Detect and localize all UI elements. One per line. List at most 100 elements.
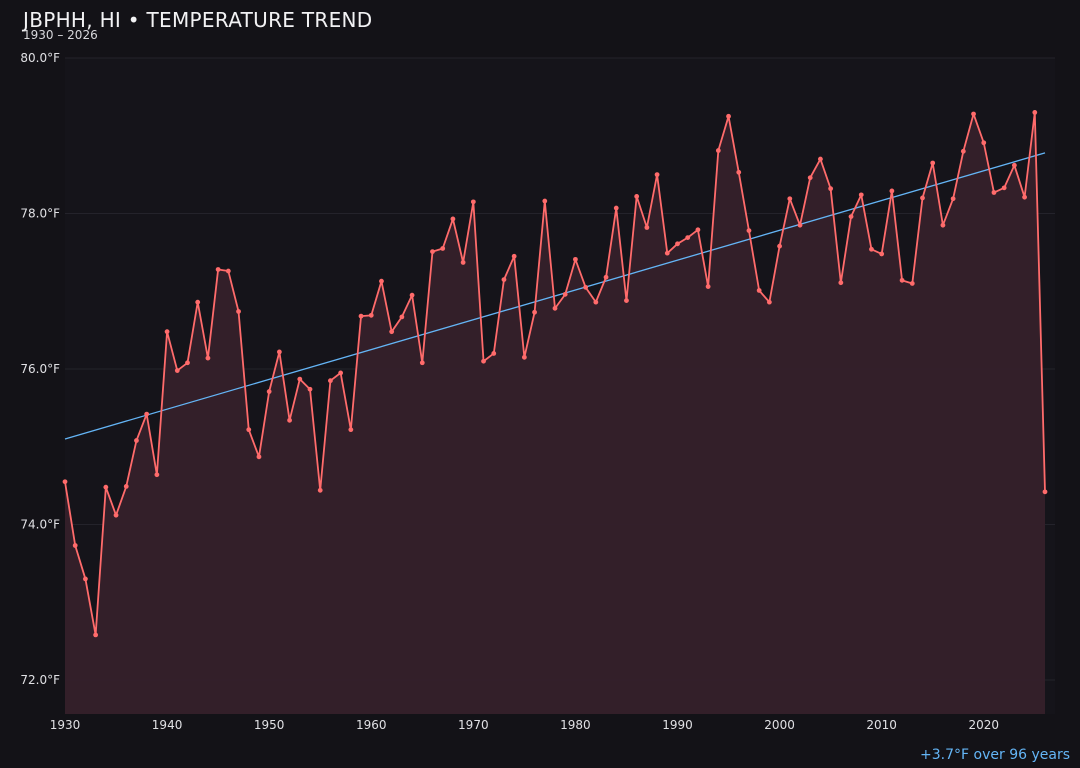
data-point-1931 [72, 543, 78, 548]
trend-annotation: +3.7°F over 96 years [920, 747, 1070, 763]
data-point-2025 [1032, 110, 1038, 115]
data-point-2026 [1042, 489, 1048, 495]
data-point-1939 [154, 472, 160, 478]
data-point-1980 [573, 256, 578, 262]
data-point-1935 [113, 512, 119, 518]
x-tick-label-5: 1980 [560, 718, 591, 732]
data-point-1955 [317, 487, 323, 493]
data-point-2022 [1001, 185, 1007, 191]
data-point-1990 [675, 241, 680, 247]
data-point-1974 [511, 253, 517, 259]
y-tick-label-4: 80.0°F [20, 51, 60, 65]
data-point-1958 [348, 427, 354, 433]
trend-line [64, 152, 1046, 440]
data-point-1981 [583, 284, 589, 290]
data-point-1947 [236, 309, 241, 314]
data-point-1959 [358, 313, 364, 319]
data-point-1998 [756, 288, 762, 293]
data-point-1987 [644, 225, 650, 230]
data-point-1951 [276, 349, 282, 355]
data-point-1989 [664, 250, 670, 256]
data-points [62, 110, 1048, 638]
data-point-1970 [470, 199, 476, 205]
data-point-1965 [419, 360, 425, 366]
x-tick-label-8: 2010 [866, 718, 897, 732]
data-point-1945 [215, 267, 221, 272]
data-point-1940 [164, 329, 170, 335]
data-point-2016 [940, 222, 946, 228]
data-point-1994 [715, 148, 721, 153]
data-point-2014 [920, 195, 925, 201]
data-point-1942 [185, 360, 190, 366]
x-axis-ticks: 1930 1940 1950 1960 1970 1980 1990 2000 2010 2020 [50, 718, 999, 732]
data-point-1952 [287, 417, 292, 423]
chart-title: JBPHH, HI • TEMPERATURE TREND [23, 8, 373, 32]
y-tick-label-2: 76.0°F [20, 362, 60, 376]
y-tick-label-0: 72.0°F [20, 673, 60, 687]
trend-line-layer [64, 152, 1046, 440]
data-point-1972 [491, 351, 497, 356]
data-point-1969 [460, 260, 466, 265]
data-point-2006 [838, 280, 844, 286]
data-point-2020 [981, 140, 987, 146]
data-point-1930 [62, 479, 68, 485]
data-point-1937 [134, 438, 139, 443]
data-point-1979 [562, 291, 568, 297]
data-point-1943 [195, 299, 201, 305]
y-axis-ticks: 72.0°F 74.0°F 76.0°F 78.0°F 80.0°F [20, 51, 60, 687]
area-fill-layer [65, 112, 1045, 715]
data-point-2017 [950, 196, 956, 202]
data-point-1960 [368, 312, 374, 318]
data-point-1944 [205, 355, 211, 361]
data-point-1993 [705, 284, 711, 289]
data-point-1996 [736, 169, 742, 175]
data-point-2007 [848, 214, 854, 220]
x-tick-label-7: 2000 [764, 718, 795, 732]
data-point-1985 [624, 298, 629, 303]
data-point-2002 [797, 222, 803, 228]
data-point-2004 [818, 156, 823, 162]
data-point-1961 [379, 278, 384, 284]
data-point-1978 [552, 305, 558, 311]
data-point-1964 [409, 292, 415, 298]
x-tick-label-2: 1950 [254, 718, 285, 732]
data-point-2010 [879, 251, 885, 257]
chart-subtitle: 1930 – 2026 [23, 28, 98, 42]
data-point-1975 [521, 354, 527, 360]
data-point-1941 [174, 368, 180, 373]
data-point-2009 [869, 246, 874, 252]
data-point-1938 [144, 411, 150, 417]
data-point-1932 [83, 576, 88, 582]
data-point-1966 [430, 249, 435, 254]
data-point-1946 [225, 268, 231, 274]
data-point-1954 [307, 386, 313, 392]
data-point-1984 [613, 205, 619, 211]
data-point-1983 [603, 274, 609, 280]
data-point-1967 [440, 246, 446, 251]
x-tick-label-6: 1990 [662, 718, 693, 732]
data-point-2013 [909, 281, 915, 286]
x-tick-label-3: 1960 [356, 718, 387, 732]
data-point-2023 [1011, 162, 1017, 168]
data-point-2003 [807, 175, 813, 181]
data-point-1953 [297, 376, 303, 382]
y-tick-label-1: 74.0°F [20, 518, 60, 532]
data-point-1933 [93, 632, 99, 638]
data-point-1949 [256, 454, 262, 460]
y-tick-label-3: 78.0°F [20, 207, 60, 221]
data-point-1977 [542, 198, 548, 204]
data-point-1995 [726, 113, 731, 119]
x-tick-label-4: 1970 [458, 718, 489, 732]
data-point-1936 [123, 484, 129, 489]
data-point-2024 [1022, 194, 1027, 200]
data-point-1988 [654, 172, 660, 178]
data-point-1973 [501, 277, 507, 282]
data-point-1948 [246, 427, 252, 433]
data-point-1971 [481, 358, 486, 364]
data-point-1957 [338, 370, 344, 376]
data-point-2001 [787, 196, 793, 202]
data-point-1968 [450, 216, 456, 222]
data-point-2011 [889, 188, 895, 194]
x-tick-label-0: 1930 [50, 718, 81, 732]
